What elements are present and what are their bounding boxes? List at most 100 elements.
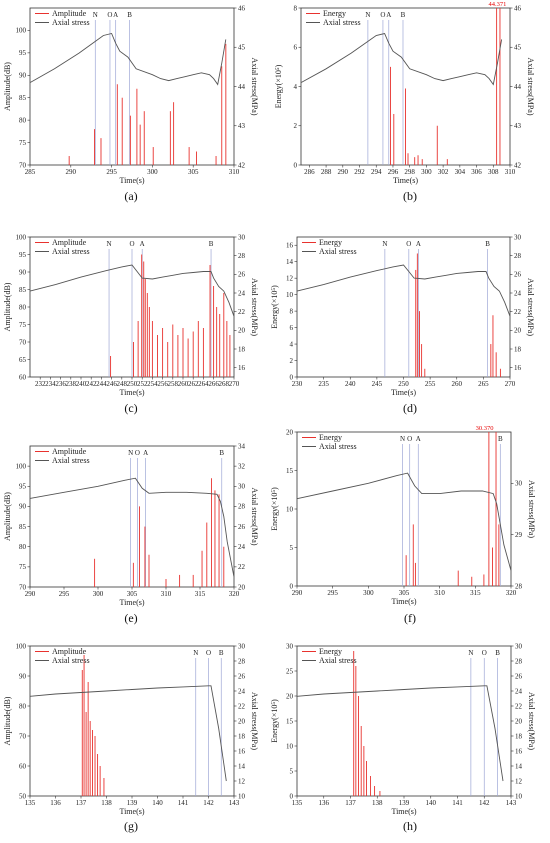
- marker-label-a: A: [416, 240, 421, 248]
- marker-label-b: B: [209, 240, 214, 248]
- y2-tick-label: 30: [515, 642, 523, 650]
- y2-tick-label: 45: [238, 44, 246, 52]
- marker-label-n: N: [93, 11, 98, 19]
- x-tick-label: 290: [66, 168, 77, 176]
- stress-curve: [29, 32, 227, 86]
- y-tick-label: 70: [19, 732, 27, 740]
- y2-tick-label: 18: [514, 345, 522, 353]
- x-tick-label: 246: [106, 380, 117, 388]
- y2-tick-label: 24: [238, 543, 246, 551]
- y-tick-label: 85: [19, 286, 27, 294]
- y2-axis-label: Axial stress(MPa): [526, 278, 535, 336]
- panel-caption: (g): [124, 819, 138, 833]
- x-tick-label: 143: [229, 799, 240, 807]
- y-tick-label: 16: [286, 242, 294, 250]
- y2-tick-label: 28: [515, 582, 523, 590]
- y-tick-label: 80: [19, 543, 27, 551]
- y-axis-label: Amplitude(dB): [3, 696, 12, 745]
- y-tick-label: 15: [286, 717, 294, 725]
- x-tick-label: 135: [25, 799, 36, 807]
- y-tick-label: 10: [286, 505, 294, 513]
- y2-axis-label: Axial stress(MPa): [250, 278, 259, 336]
- x-tick-label: 295: [106, 168, 117, 176]
- x-tick-label: 235: [318, 380, 329, 388]
- x-tick-label: 264: [198, 380, 209, 388]
- y2-tick-label: 34: [238, 442, 246, 450]
- panel-caption: (e): [124, 611, 137, 625]
- x-tick-label: 136: [319, 799, 330, 807]
- y2-tick-label: 42: [238, 161, 246, 169]
- stress-curve: [29, 685, 227, 782]
- y2-tick-label: 14: [515, 762, 523, 770]
- chart-panel-c: N O A B 232 234 236 238 240 242 244 246 248 250 252 254…: [3, 233, 259, 415]
- y-tick-label: 95: [19, 49, 27, 57]
- x-tick-label: 137: [345, 799, 356, 807]
- legend-entry: Energy: [319, 238, 342, 247]
- x-tick-label: 295: [327, 589, 338, 597]
- y2-tick-label: 46: [238, 4, 246, 12]
- x-tick-label: 300: [93, 590, 104, 598]
- x-tick-label: 315: [470, 589, 481, 597]
- y-tick-label: 70: [19, 161, 27, 169]
- legend-entry: Amplitude: [52, 9, 87, 18]
- x-axis-label: Time(s): [119, 176, 144, 185]
- y-tick-label: 5: [290, 767, 294, 775]
- y-tick-label: 15: [286, 467, 294, 475]
- y-axis-label: Amplitude(dB): [3, 492, 12, 541]
- y-tick-label: 10: [286, 742, 294, 750]
- x-tick-label: 270: [229, 380, 240, 388]
- y-axis-label: Energy(×10⁵): [270, 487, 279, 531]
- y-tick-label: 100: [16, 233, 27, 241]
- stress-curve: [29, 477, 235, 577]
- peak-annotation: 44.371: [489, 1, 507, 8]
- marker-label-a: A: [416, 435, 421, 443]
- x-tick-label: 292: [354, 168, 365, 176]
- x-tick-label: 298: [404, 168, 415, 176]
- y2-tick-label: 20: [238, 327, 246, 335]
- y-tick-label: 0: [294, 161, 298, 169]
- panel-caption: (f): [404, 611, 416, 625]
- legend-entry: Axial stress: [52, 456, 90, 465]
- y-axis-label: Amplitude(dB): [3, 282, 12, 331]
- legend-entry: Axial stress: [52, 247, 90, 256]
- marker-label-n: N: [128, 449, 133, 457]
- y-tick-label: 8: [294, 4, 298, 12]
- y2-tick-label: 22: [238, 563, 246, 571]
- y2-tick-label: 14: [238, 762, 246, 770]
- x-tick-label: 141: [178, 799, 189, 807]
- marker-label-n: N: [382, 240, 387, 248]
- x-axis-label: Time(s): [119, 807, 144, 816]
- y2-tick-label: 18: [238, 345, 246, 353]
- y-tick-label: 70: [19, 583, 27, 591]
- x-tick-label: 310: [505, 168, 516, 176]
- y2-tick-label: 16: [238, 747, 246, 755]
- x-tick-label: 245: [372, 380, 383, 388]
- x-tick-label: 238: [66, 380, 77, 388]
- x-tick-label: 290: [292, 589, 303, 597]
- x-tick-label: 242: [86, 380, 97, 388]
- y-tick-label: 14: [286, 258, 294, 266]
- marker-label-b: B: [401, 11, 406, 19]
- y2-tick-label: 43: [514, 122, 522, 130]
- x-tick-label: 320: [506, 589, 517, 597]
- x-tick-label: 234: [45, 380, 56, 388]
- y2-axis-label: Axial stress(MPa): [526, 58, 535, 116]
- marker-label-o: O: [407, 435, 412, 443]
- x-tick-label: 290: [25, 590, 36, 598]
- y2-tick-label: 10: [238, 792, 246, 800]
- x-tick-label: 142: [479, 799, 490, 807]
- x-tick-label: 258: [168, 380, 179, 388]
- x-tick-label: 236: [55, 380, 66, 388]
- x-tick-label: 138: [101, 799, 112, 807]
- x-tick-label: 305: [399, 589, 410, 597]
- x-tick-label: 139: [399, 799, 410, 807]
- y2-tick-label: 20: [238, 583, 246, 591]
- legend-entry: Axial stress: [319, 656, 357, 665]
- y2-tick-label: 26: [238, 523, 246, 531]
- y2-tick-label: 29: [515, 531, 523, 539]
- x-tick-label: 300: [147, 168, 158, 176]
- y-tick-label: 60: [19, 762, 27, 770]
- x-tick-label: 142: [203, 799, 214, 807]
- y-tick-label: 85: [19, 523, 27, 531]
- y2-tick-label: 22: [515, 702, 523, 710]
